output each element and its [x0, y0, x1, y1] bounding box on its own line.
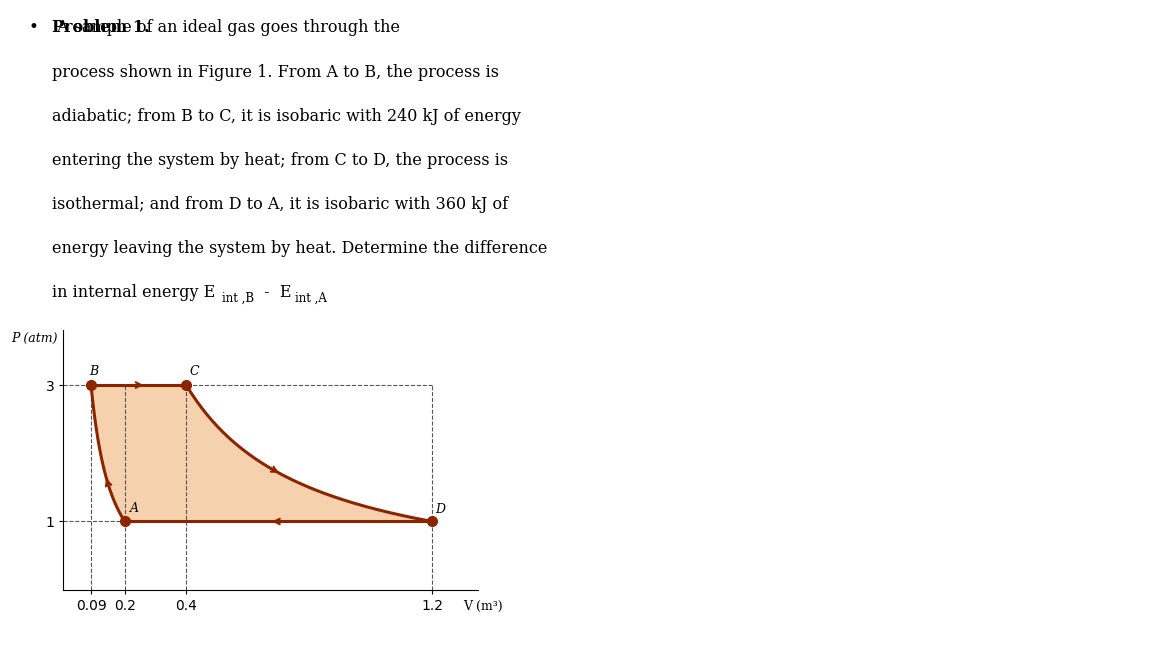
Text: in internal energy E: in internal energy E — [52, 284, 215, 301]
Text: int ,B: int ,B — [222, 292, 255, 305]
Text: isothermal; and from D to A, it is isobaric with 360 kJ of: isothermal; and from D to A, it is isoba… — [52, 196, 508, 213]
Text: energy leaving the system by heat. Determine the difference: energy leaving the system by heat. Deter… — [52, 240, 547, 257]
Text: C: C — [190, 365, 199, 378]
Text: B: B — [90, 365, 99, 378]
Text: int ,A: int ,A — [295, 292, 327, 305]
Text: -  E: - E — [259, 284, 291, 301]
Text: P (atm): P (atm) — [10, 332, 58, 345]
Text: entering the system by heat; from C to D, the process is: entering the system by heat; from C to D… — [52, 152, 508, 168]
Polygon shape — [91, 385, 432, 522]
Text: A: A — [130, 502, 139, 515]
Text: A sample of an ideal gas goes through the: A sample of an ideal gas goes through th… — [52, 19, 400, 36]
Text: Problem 1.: Problem 1. — [52, 19, 150, 36]
Text: process shown in Figure 1. From A to B, the process is: process shown in Figure 1. From A to B, … — [52, 64, 499, 80]
Text: D: D — [435, 503, 446, 516]
Text: adiabatic; from B to C, it is isobaric with 240 kJ of energy: adiabatic; from B to C, it is isobaric w… — [52, 108, 521, 124]
Text: •: • — [29, 19, 39, 36]
Text: V (m³): V (m³) — [463, 600, 502, 613]
